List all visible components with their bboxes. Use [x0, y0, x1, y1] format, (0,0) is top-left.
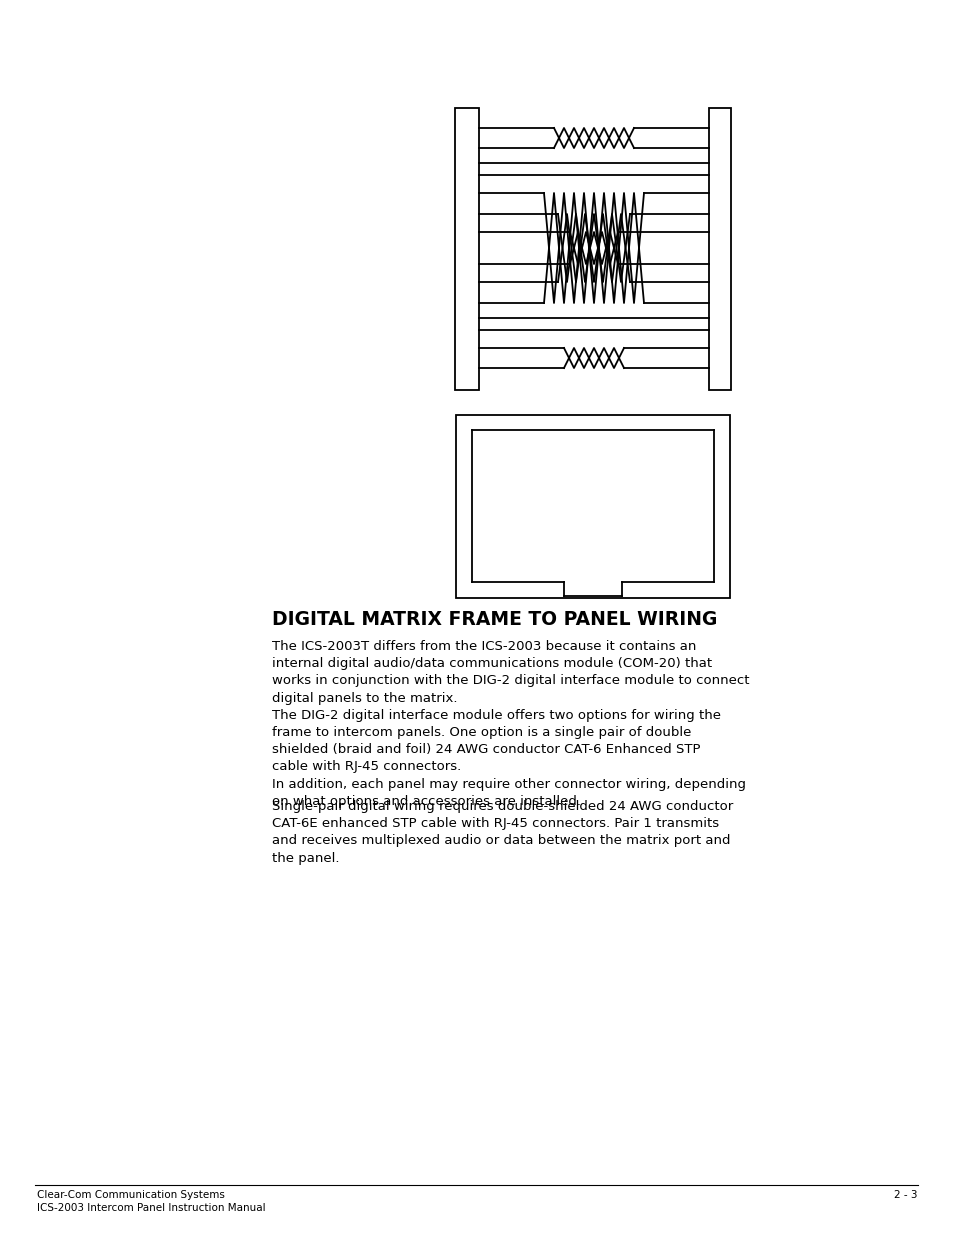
Text: The ICS-2003T differs from the ICS-2003 because it contains an
internal digital : The ICS-2003T differs from the ICS-2003 …: [272, 640, 749, 808]
Polygon shape: [456, 415, 729, 598]
Text: Single-pair digital wiring requires double-shielded 24 AWG conductor
CAT-6E enha: Single-pair digital wiring requires doub…: [272, 800, 733, 864]
Text: 2 - 3: 2 - 3: [894, 1191, 917, 1200]
Text: Clear-Com Communication Systems
ICS-2003 Intercom Panel Instruction Manual: Clear-Com Communication Systems ICS-2003…: [37, 1191, 265, 1213]
Polygon shape: [708, 107, 730, 390]
Text: DIGITAL MATRIX FRAME TO PANEL WIRING: DIGITAL MATRIX FRAME TO PANEL WIRING: [272, 610, 717, 629]
Polygon shape: [455, 107, 478, 390]
